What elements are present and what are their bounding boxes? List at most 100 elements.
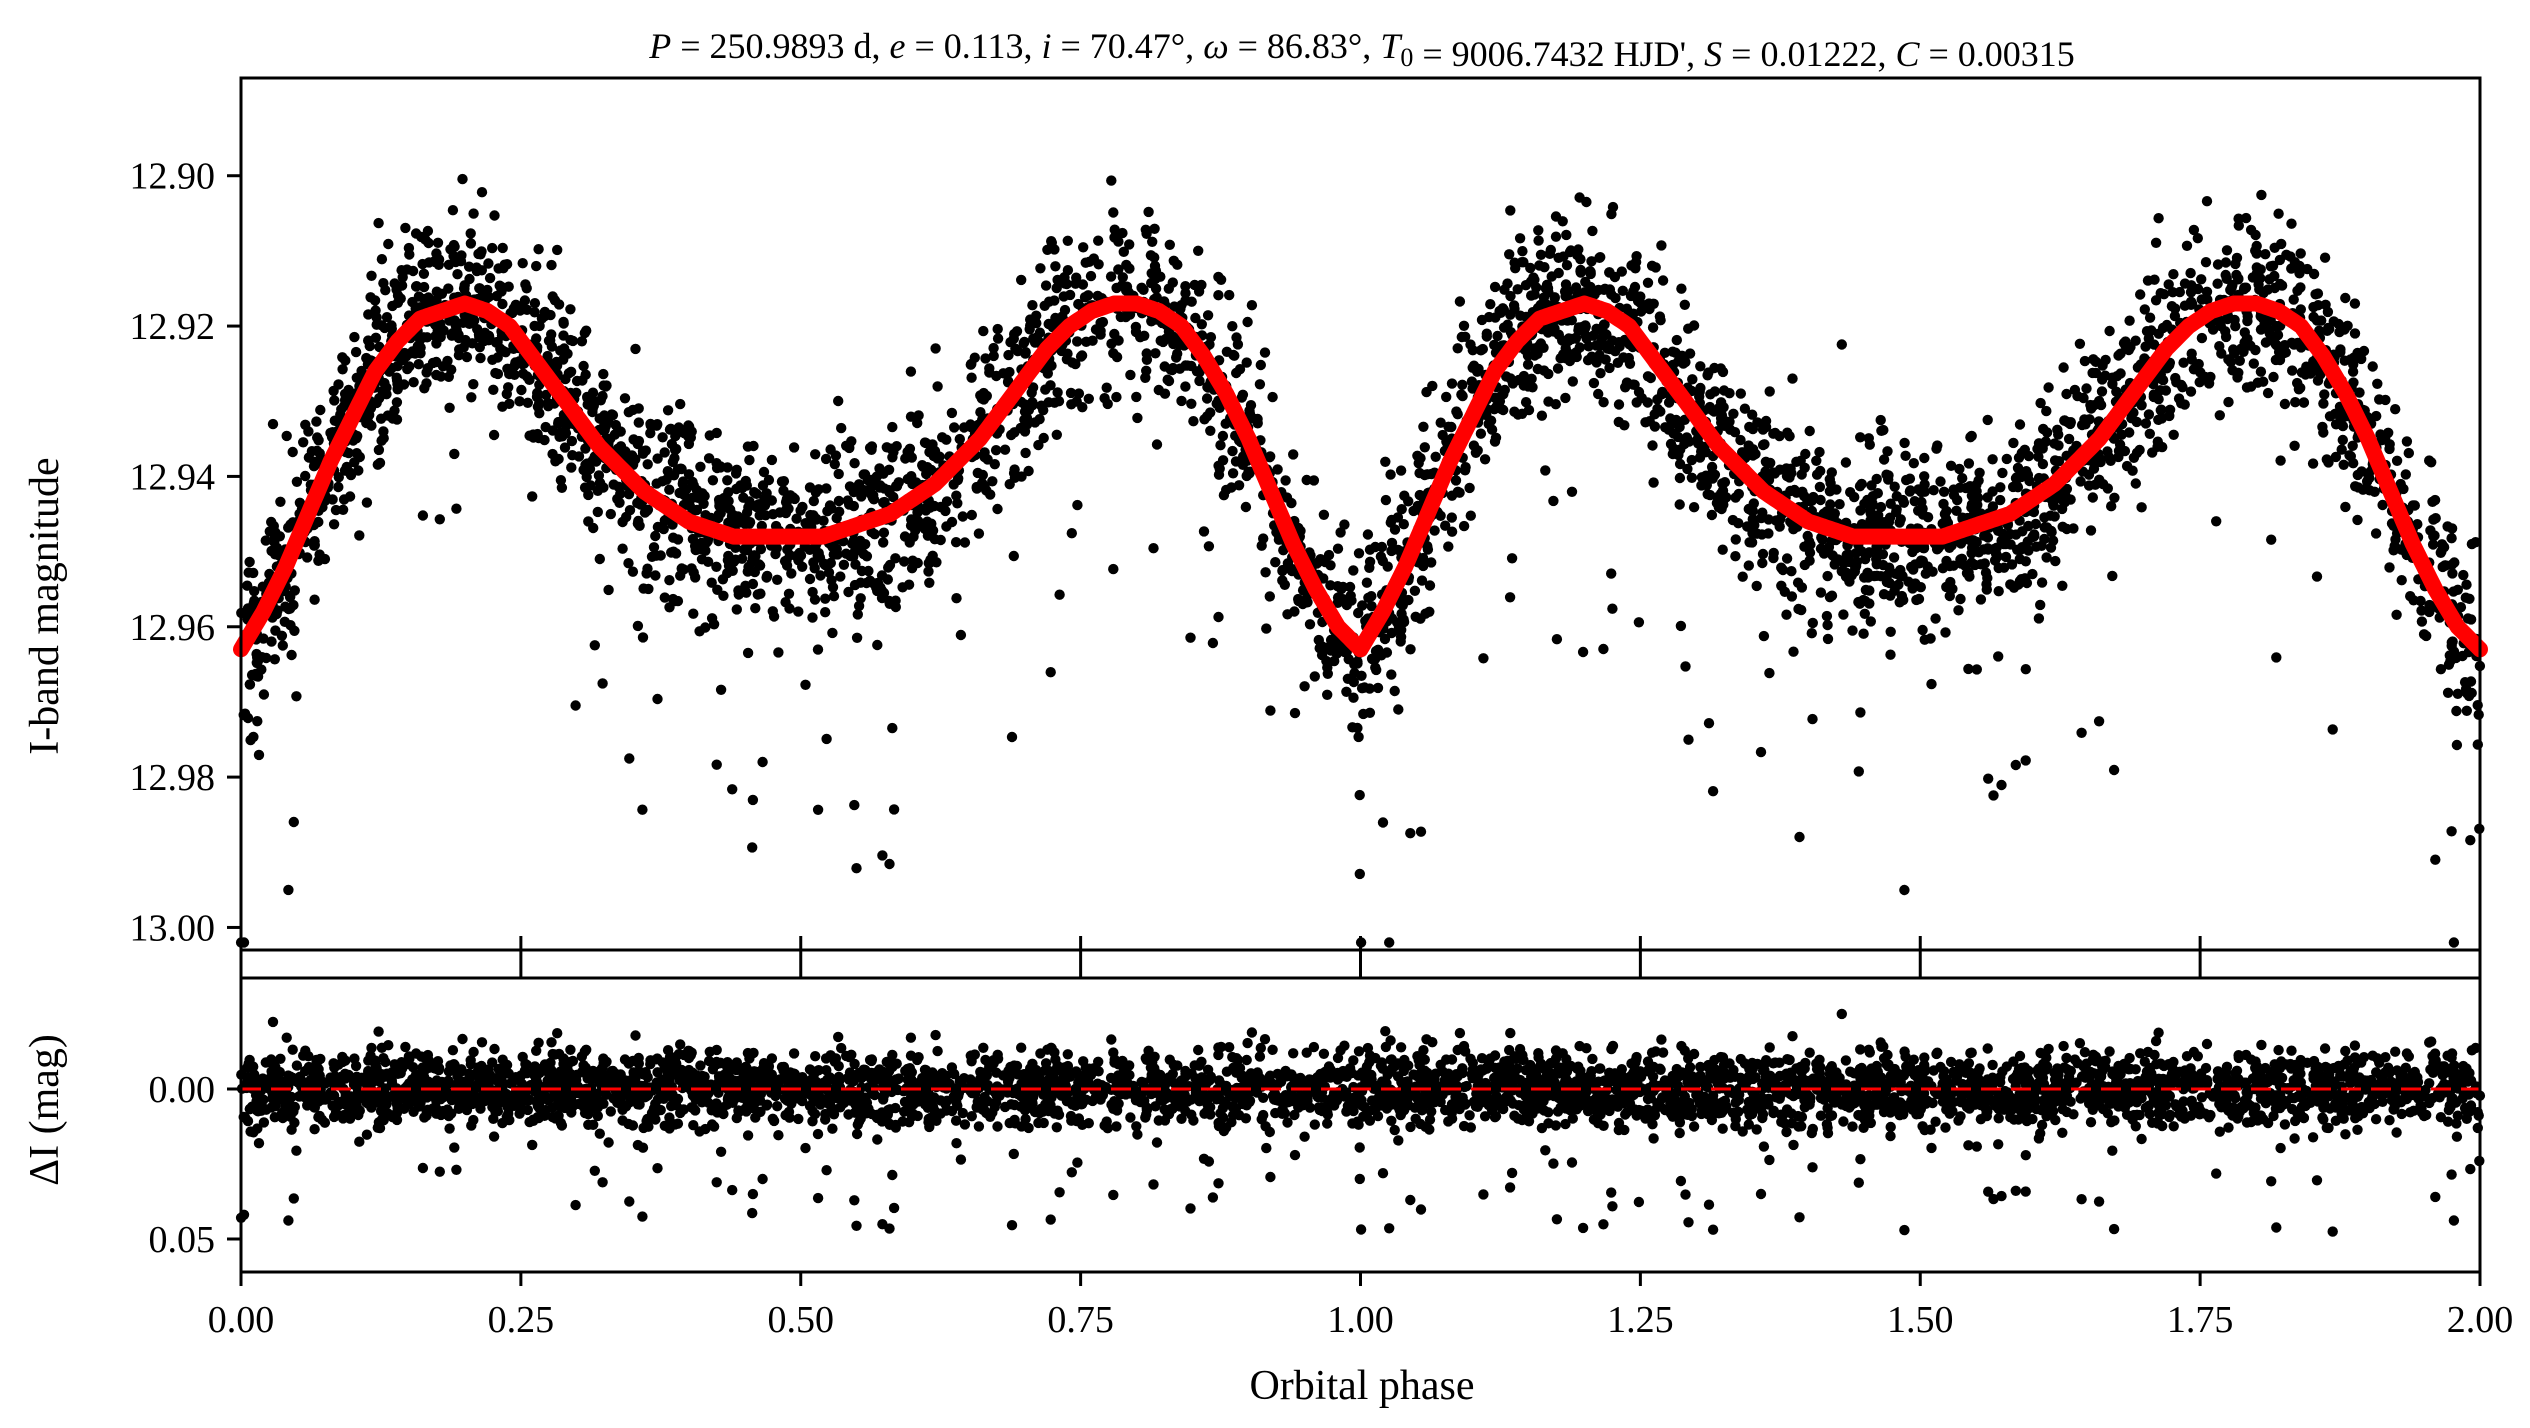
data-point <box>781 503 792 515</box>
data-point <box>1409 585 1421 596</box>
data-point <box>2158 289 2170 300</box>
chart-title: P = 250.9893 d, e = 0.113, i = 70.47°, ω… <box>648 26 2075 74</box>
data-point <box>392 297 404 308</box>
data-point <box>833 495 845 507</box>
data-point <box>1573 325 1584 336</box>
data-point <box>742 441 754 452</box>
data-point <box>433 328 444 340</box>
data-point <box>2234 355 2245 366</box>
data-point <box>1768 428 1779 439</box>
data-point <box>768 611 780 622</box>
data-point <box>781 555 792 566</box>
data-point <box>1241 357 1252 368</box>
data-point <box>516 384 527 396</box>
data-point <box>750 603 761 614</box>
data-point <box>2033 438 2045 449</box>
data-point <box>1299 681 1310 692</box>
data-point <box>465 228 476 239</box>
data-point <box>589 640 600 651</box>
data-point <box>1132 412 1143 424</box>
data-point <box>788 492 799 503</box>
data-point <box>461 351 473 363</box>
data-point <box>1709 469 1721 480</box>
data-point <box>546 259 557 271</box>
data-point <box>617 543 628 554</box>
data-point <box>1034 327 1046 338</box>
data-point <box>1600 354 1611 365</box>
data-point <box>2442 521 2453 532</box>
data-point <box>1705 389 1716 400</box>
data-point <box>1963 663 1974 675</box>
data-point <box>836 422 847 434</box>
data-point <box>1909 496 1920 507</box>
data-point <box>959 537 971 548</box>
data-point <box>1858 628 1869 639</box>
data-point <box>2010 759 2022 771</box>
data-point <box>2130 335 2141 346</box>
data-point <box>2327 724 2338 735</box>
data-point <box>1293 593 1304 605</box>
data-point <box>727 565 738 576</box>
data-point <box>1980 567 1992 578</box>
data-point <box>448 239 460 251</box>
data-point <box>1261 623 1272 634</box>
data-point <box>1915 582 1927 593</box>
data-point <box>579 482 591 493</box>
data-point <box>2014 419 2026 430</box>
data-point <box>1849 566 1861 577</box>
data-point <box>2173 393 2185 404</box>
data-point <box>984 363 995 374</box>
data-point <box>842 495 853 506</box>
y-tick-label-top: 12.90 <box>130 156 216 198</box>
data-point <box>2041 405 2052 417</box>
y-tick-label-top: 12.96 <box>130 607 216 649</box>
data-point <box>2320 299 2331 310</box>
data-point <box>2287 365 2298 376</box>
data-point <box>2053 440 2064 451</box>
data-point <box>2049 511 2060 522</box>
data-point <box>1408 505 1419 517</box>
data-point <box>1535 338 1547 349</box>
data-point <box>1759 439 1770 450</box>
data-point <box>978 325 989 337</box>
data-point <box>992 503 1003 515</box>
data-point <box>743 502 754 513</box>
data-point <box>2452 688 2463 699</box>
data-point <box>714 500 725 512</box>
data-point <box>855 593 866 604</box>
data-point <box>1684 436 1695 447</box>
data-point <box>1955 558 1967 569</box>
data-point <box>565 304 576 315</box>
data-point <box>483 258 494 269</box>
data-point <box>1153 384 1165 396</box>
residual-point <box>546 1037 557 1048</box>
data-point <box>2057 580 2068 591</box>
data-point <box>2221 245 2233 256</box>
data-point <box>1935 476 1946 487</box>
data-point <box>1883 474 1894 485</box>
data-point <box>773 647 784 658</box>
data-point <box>315 404 326 416</box>
data-point <box>1606 568 1617 579</box>
data-point <box>1525 262 1536 274</box>
data-point <box>899 556 910 567</box>
data-point <box>556 482 568 493</box>
data-point <box>2312 375 2324 386</box>
data-point <box>354 530 365 541</box>
data-point <box>910 525 921 536</box>
data-point <box>2230 321 2241 332</box>
data-point <box>2350 481 2361 492</box>
data-point <box>339 388 351 400</box>
data-point <box>2220 326 2231 337</box>
data-point <box>1237 389 1249 400</box>
data-point <box>619 393 631 404</box>
data-point <box>1396 624 1407 636</box>
data-point <box>1410 611 1421 622</box>
data-point <box>344 491 356 502</box>
data-point <box>1010 343 1021 354</box>
data-point <box>1598 643 1609 655</box>
data-point <box>1093 235 1104 246</box>
data-point <box>1071 272 1082 283</box>
data-point <box>1617 285 1629 296</box>
data-point <box>657 476 668 487</box>
